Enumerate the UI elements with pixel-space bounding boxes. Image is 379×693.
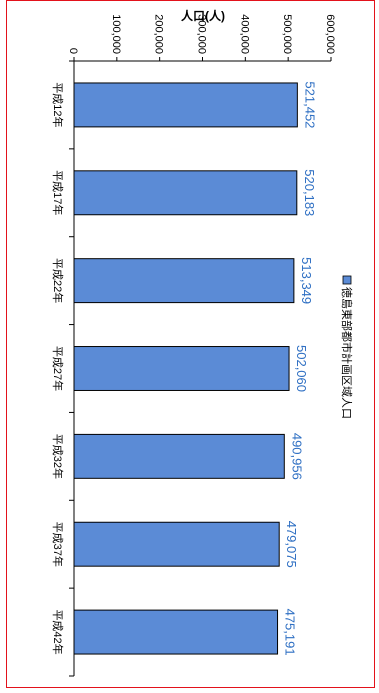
data-label: 520,183 [302,169,317,216]
data-label: 490,956 [289,433,304,480]
x-tick-label: 平成42年 [51,609,65,654]
chart-root: 徳島東部都市計画区域人口 0 100,000 200,000 300,000 400,0… [17,6,368,689]
x-tick-label: 平成27年 [51,346,65,391]
data-label: 502,060 [294,345,309,392]
bar [73,82,298,128]
bar [73,346,290,391]
x-tick-label: 平成17年 [51,170,65,215]
bar-chart: 徳島東部都市計画区域人口 0 100,000 200,000 300,000 400,0… [51,8,354,677]
data-label: 513,349 [299,257,314,304]
y-axis-title: 人口(人) [181,8,225,23]
plot-area: 0 100,000 200,000 300,000 400,000 500,000 600,… [51,14,336,677]
chart-frame [6,0,375,688]
y-tick-label: 100,000 [110,14,122,54]
bar [73,521,280,567]
bar [73,433,285,479]
legend-label: 徳島東部都市計画区域人口 [340,287,354,419]
data-label: 475,191 [283,609,298,656]
legend-swatch [342,275,352,285]
y-tick-label: 200,000 [153,14,165,54]
x-tick-label: 平成32年 [51,434,65,479]
y-tick-label: 600,000 [324,14,336,54]
x-tick-label: 平成22年 [51,258,65,303]
bar [73,258,295,304]
y-tick-label: 400,000 [238,14,250,54]
y-tick-label: 0 [67,48,79,54]
bar [73,170,298,216]
data-label: 479,075 [284,521,299,568]
y-tick-label: 500,000 [281,14,293,54]
data-label: 521,452 [302,81,317,128]
bar [73,609,279,655]
y-tick-label: 300,000 [196,14,208,54]
x-tick-label: 平成12年 [51,82,65,127]
x-tick-label: 平成37年 [51,522,65,567]
legend: 徳島東部都市計画区域人口 [340,275,354,419]
